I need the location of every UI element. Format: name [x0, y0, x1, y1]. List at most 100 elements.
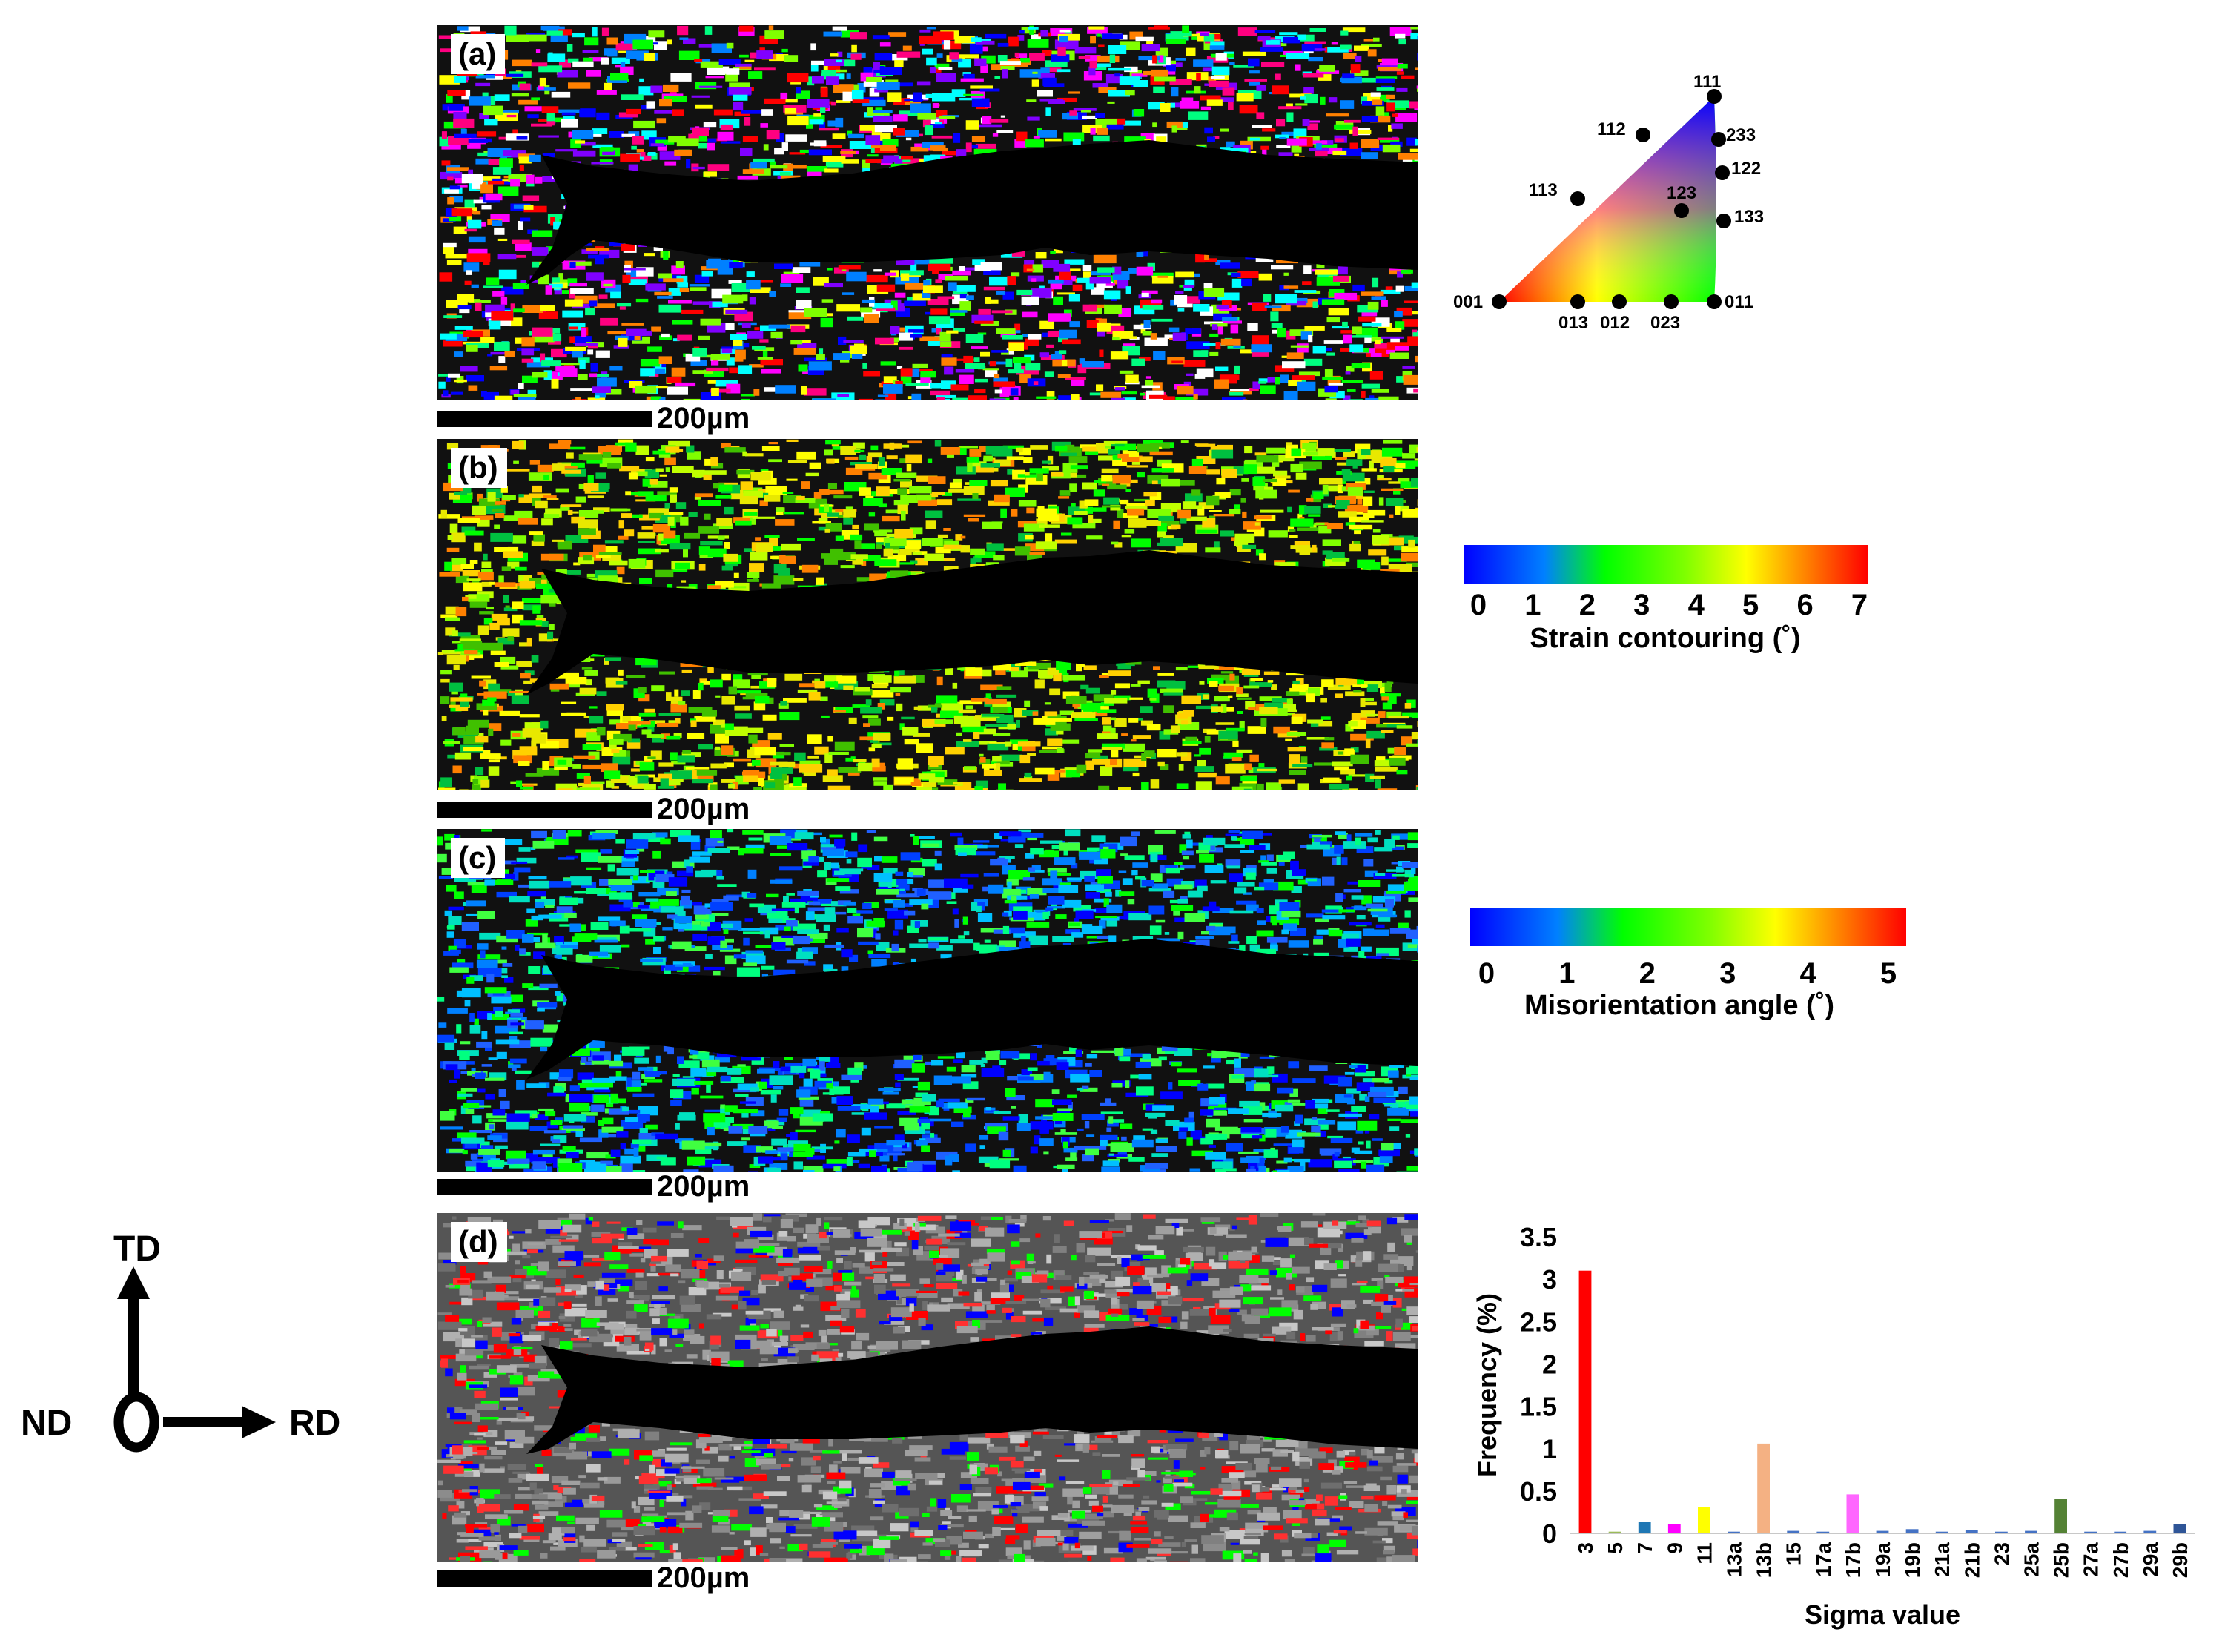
grain — [1157, 761, 1165, 767]
grain — [1229, 374, 1240, 380]
grain — [735, 349, 746, 360]
grain — [462, 570, 480, 577]
grain — [1126, 465, 1148, 468]
grain — [995, 669, 1006, 675]
grain — [1032, 264, 1043, 273]
grain — [827, 66, 841, 73]
grain — [1323, 503, 1332, 508]
grain — [664, 503, 670, 509]
grain — [959, 266, 965, 271]
grain — [715, 581, 734, 588]
grain — [1319, 65, 1335, 72]
grain — [698, 142, 707, 149]
grain — [766, 130, 780, 140]
grain — [1380, 693, 1401, 697]
grain — [572, 511, 579, 514]
grain — [477, 625, 489, 635]
grain — [561, 684, 580, 688]
grain — [942, 492, 953, 496]
grain — [1231, 278, 1243, 288]
grain — [1128, 718, 1139, 723]
grain — [876, 284, 896, 292]
grain — [564, 299, 583, 307]
grain — [1303, 87, 1314, 94]
grain — [991, 453, 999, 457]
grain — [1151, 318, 1173, 322]
grain — [1392, 113, 1398, 117]
grain — [1380, 458, 1397, 468]
grain — [895, 380, 903, 387]
grain — [1274, 475, 1291, 479]
grain — [451, 558, 467, 566]
grain — [1097, 267, 1115, 273]
grain — [449, 214, 462, 222]
grain — [526, 181, 535, 187]
grain — [513, 394, 537, 397]
grain — [1367, 301, 1379, 310]
grain — [498, 136, 506, 140]
grain — [1070, 465, 1088, 470]
grain — [899, 346, 913, 350]
grain — [845, 467, 863, 475]
grain — [761, 446, 780, 451]
grain — [1258, 378, 1271, 383]
grain — [1180, 122, 1188, 128]
grain — [1308, 514, 1321, 517]
grain — [1221, 300, 1232, 308]
grain — [587, 349, 594, 355]
grain — [1014, 363, 1022, 371]
grain — [1411, 732, 1418, 740]
grain — [769, 291, 776, 297]
grain — [1006, 456, 1024, 460]
grain — [715, 495, 732, 499]
grain — [833, 84, 854, 93]
grain — [865, 135, 881, 145]
grain — [793, 777, 802, 786]
grain — [770, 331, 783, 339]
grain — [1183, 710, 1194, 717]
grain — [466, 578, 481, 581]
grain — [589, 373, 598, 378]
grain — [515, 689, 523, 698]
grain — [445, 606, 459, 615]
grain — [1288, 535, 1298, 538]
grain — [1415, 355, 1418, 363]
grain — [1260, 145, 1269, 150]
grain — [658, 356, 672, 364]
grain — [1417, 53, 1418, 61]
grain — [457, 294, 475, 303]
grain — [1050, 251, 1056, 254]
grain — [1080, 110, 1091, 113]
grain — [734, 705, 750, 711]
grain — [1016, 131, 1028, 142]
grain — [919, 159, 927, 165]
grain — [923, 285, 943, 293]
grain — [656, 118, 667, 124]
grain — [561, 701, 577, 704]
panel-label-a: (a) — [451, 34, 506, 74]
grain — [1367, 509, 1386, 516]
grain — [1184, 279, 1195, 287]
grain — [671, 265, 685, 275]
grain — [1050, 723, 1071, 731]
grain — [619, 306, 626, 310]
grain — [688, 512, 698, 517]
grain — [441, 716, 447, 721]
grain — [764, 495, 781, 502]
grain — [485, 193, 503, 201]
grain — [950, 384, 969, 391]
grain — [1137, 443, 1160, 453]
grain — [1302, 281, 1312, 285]
grain — [1038, 515, 1060, 522]
strain-map-panel: (b) — [437, 439, 1418, 790]
grain — [971, 698, 989, 702]
grain — [1292, 764, 1313, 768]
grain — [644, 469, 659, 478]
scale-bar-label: 200µm — [657, 402, 750, 435]
grain — [1353, 541, 1361, 546]
grain — [646, 734, 664, 738]
grain — [1102, 717, 1111, 725]
grain — [1215, 776, 1230, 785]
grain — [1035, 541, 1057, 550]
grain — [879, 42, 891, 47]
